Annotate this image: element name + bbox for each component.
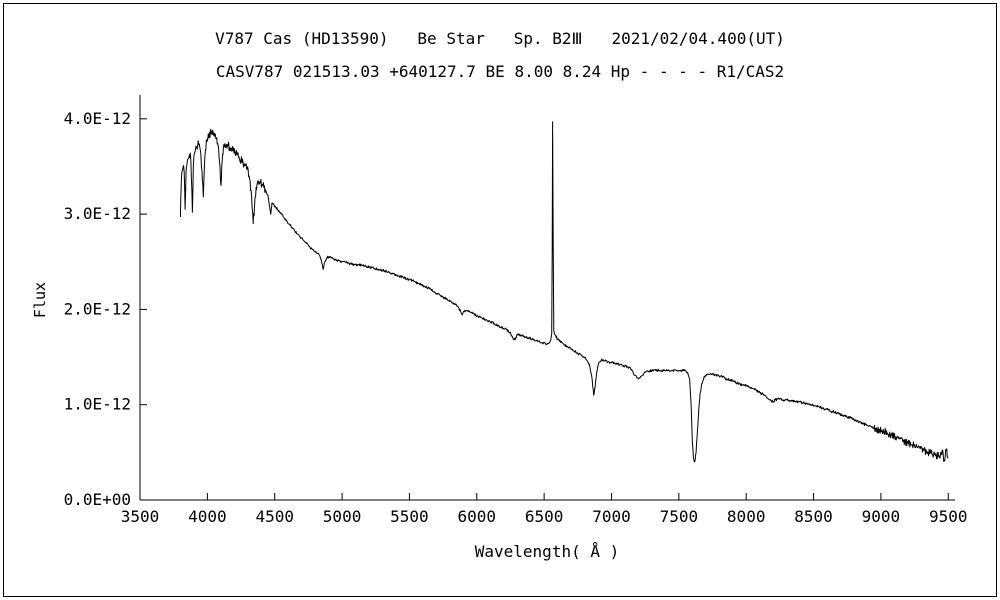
y-tick-label: 3.0E-12 — [64, 204, 131, 223]
x-tick-label: 7500 — [660, 507, 699, 526]
x-tick-label: 9500 — [929, 507, 968, 526]
x-tick-label: 4500 — [255, 507, 294, 526]
y-tick-label: 2.0E-12 — [64, 299, 131, 318]
x-tick-label: 3500 — [121, 507, 160, 526]
x-axis-label: Wavelength( Å ) — [474, 542, 620, 561]
y-tick-label: 0.0E+00 — [64, 490, 131, 509]
x-tick-label: 4000 — [188, 507, 227, 526]
x-tick-label: 6000 — [458, 507, 497, 526]
y-tick-label: 1.0E-12 — [64, 395, 131, 414]
y-tick-label: 4.0E-12 — [64, 109, 131, 128]
x-tick-label: 8500 — [794, 507, 833, 526]
chart-subtitle: CASV787 021513.03 +640127.7 BE 8.00 8.24… — [215, 62, 785, 81]
x-tick-label: 9000 — [862, 507, 901, 526]
chart-title: V787 Cas (HD13590) Be Star Sp. B2Ⅲ 2021/… — [215, 29, 785, 48]
x-tick-label: 6500 — [525, 507, 564, 526]
spectrum-line — [179, 121, 949, 463]
x-tick-label: 5000 — [323, 507, 362, 526]
x-tick-label: 8000 — [727, 507, 766, 526]
x-tick-label: 7000 — [592, 507, 631, 526]
x-tick-label: 5500 — [390, 507, 429, 526]
